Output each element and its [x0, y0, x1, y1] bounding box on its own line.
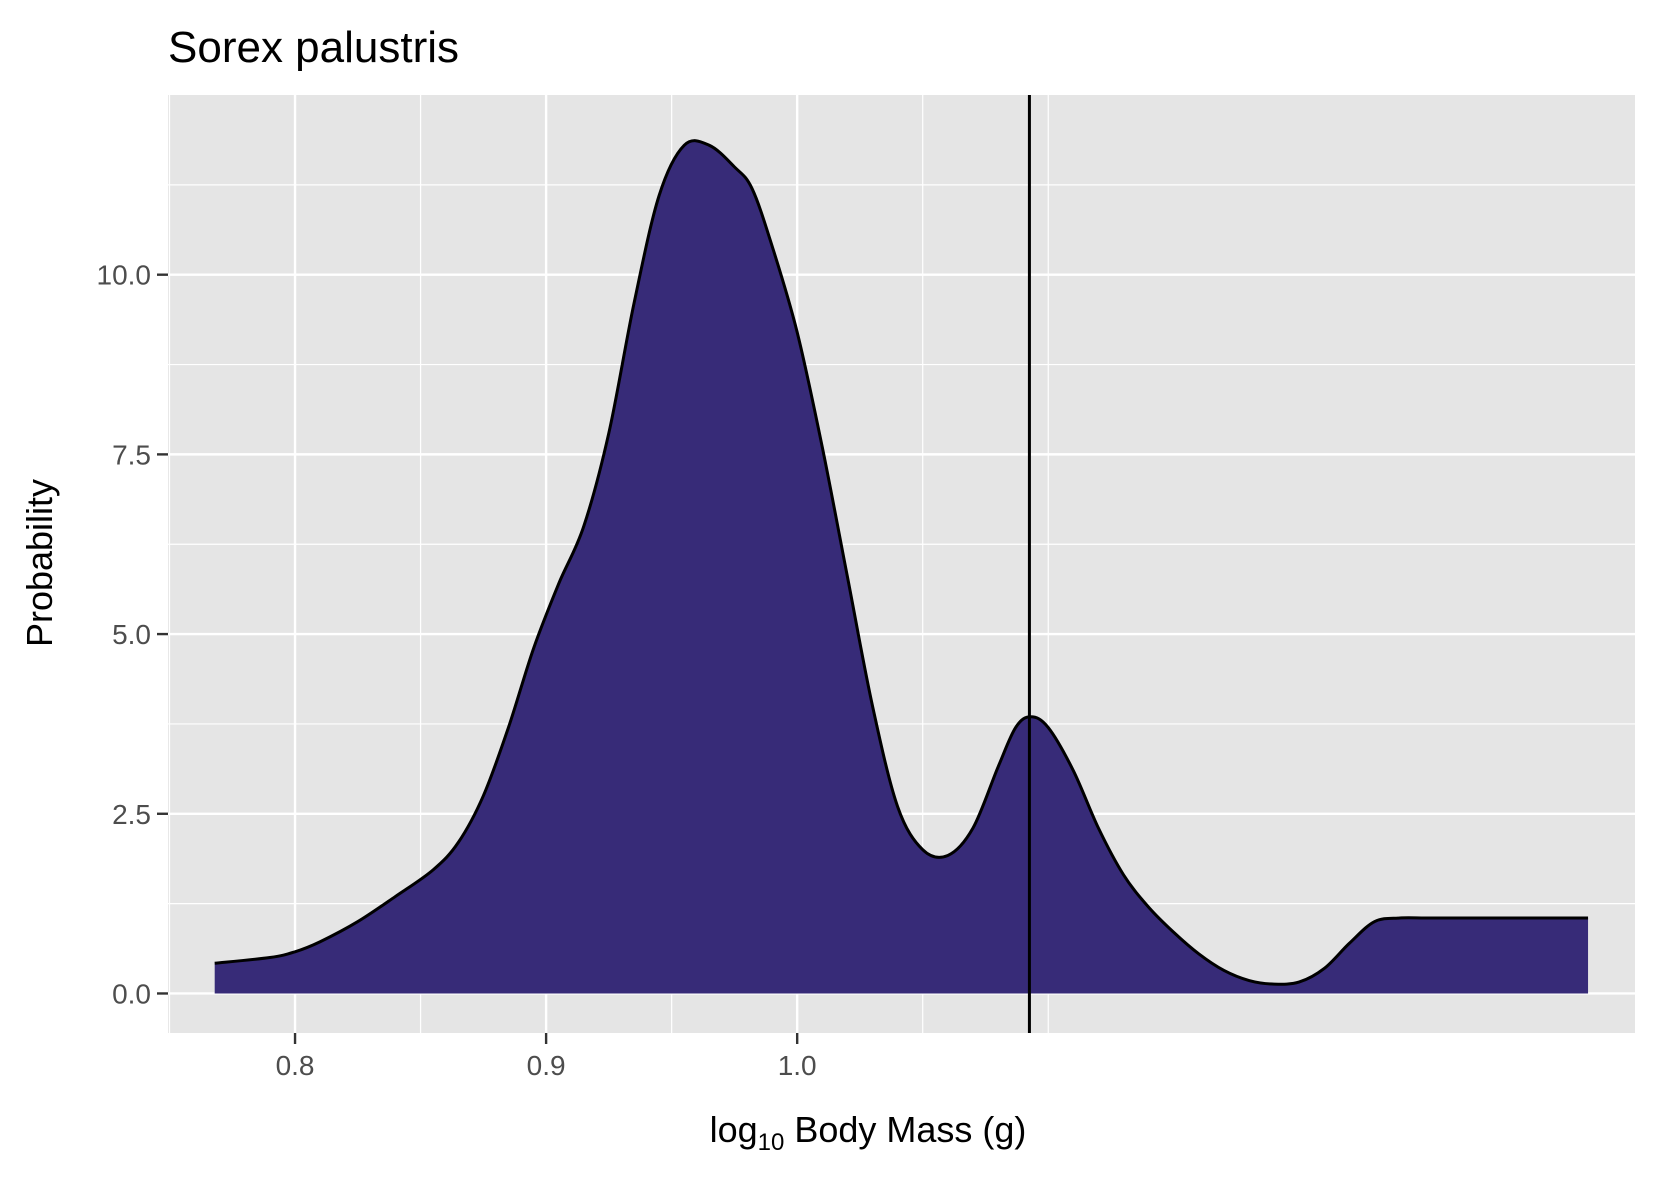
- y-axis: 0.0 2.5 5.0 7.5 10.0: [97, 260, 168, 1009]
- x-axis-title-suffix: Body Mass (g): [784, 1109, 1026, 1150]
- density-area: [214, 140, 1589, 994]
- y-axis-title: Probability: [19, 479, 60, 647]
- x-axis: 0.8 0.9 1.0: [276, 1033, 817, 1081]
- x-axis-title: log10 Body Mass (g): [710, 1109, 1027, 1156]
- y-tick-label: 5.0: [112, 619, 151, 650]
- y-tick-label: 2.5: [112, 799, 151, 830]
- y-tick-label: 10.0: [97, 260, 152, 291]
- y-tick-label: 0.0: [112, 978, 151, 1009]
- x-tick-label: 0.9: [527, 1050, 566, 1081]
- x-tick-label: 1.0: [778, 1050, 817, 1081]
- chart-title: Sorex palustris: [168, 23, 459, 72]
- y-tick-label: 7.5: [112, 439, 151, 470]
- density-curve: [214, 139, 1589, 986]
- x-axis-title-subscript: 10: [758, 1129, 785, 1156]
- x-axis-title-prefix: log: [710, 1109, 758, 1150]
- x-tick-label: 0.8: [276, 1050, 315, 1081]
